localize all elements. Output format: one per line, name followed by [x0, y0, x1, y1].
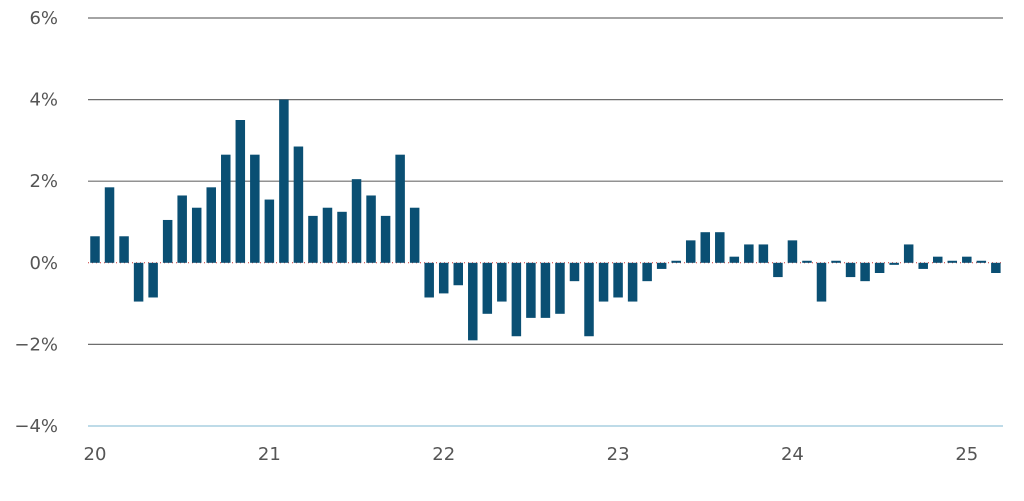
bar — [366, 195, 376, 263]
bar — [206, 187, 216, 263]
bar — [191, 207, 202, 263]
bar — [613, 262, 623, 298]
bar — [787, 240, 798, 263]
bar — [351, 179, 362, 263]
bar — [947, 260, 958, 263]
bar — [991, 262, 1001, 273]
y-tick-label: 4% — [29, 90, 58, 111]
bar — [453, 262, 463, 286]
bar — [656, 262, 667, 269]
x-axis-ticks: 20 21 22 23 24 25 — [84, 444, 979, 465]
x-tick-label: 25 — [955, 444, 978, 465]
bar — [511, 262, 522, 337]
bar — [250, 154, 260, 263]
y-tick-label: −4% — [14, 416, 58, 437]
bar — [569, 262, 580, 282]
bar — [758, 244, 769, 263]
bar — [715, 232, 725, 263]
bar — [395, 154, 405, 263]
bar — [90, 236, 100, 263]
x-tick-label: 23 — [607, 444, 630, 465]
x-tick-label: 24 — [781, 444, 804, 465]
bar — [729, 256, 740, 263]
bars — [90, 99, 1001, 341]
bar — [831, 260, 841, 263]
bar — [308, 215, 318, 263]
y-tick-label: 0% — [29, 253, 58, 274]
bar — [598, 262, 609, 302]
y-tick-label: −2% — [14, 334, 58, 355]
bar — [526, 262, 536, 318]
bar — [642, 262, 652, 282]
bar — [889, 262, 899, 265]
bar — [293, 146, 304, 263]
bar — [119, 236, 129, 263]
bar — [976, 260, 987, 263]
bar — [133, 262, 144, 302]
bar — [962, 256, 972, 263]
bar — [584, 262, 594, 337]
bar — [932, 256, 943, 263]
bar — [685, 240, 696, 263]
bar — [555, 262, 565, 314]
x-tick-label: 22 — [432, 444, 455, 465]
bar — [104, 187, 115, 263]
bar — [235, 120, 246, 263]
bar — [438, 262, 449, 294]
bar — [424, 262, 434, 298]
bar — [816, 262, 827, 302]
bar — [903, 244, 914, 263]
bar — [744, 244, 754, 263]
y-tick-label: 6% — [29, 8, 58, 29]
bar — [802, 260, 812, 263]
bar — [700, 232, 711, 263]
bar — [380, 215, 391, 263]
bar — [918, 262, 928, 269]
y-tick-label: 2% — [29, 171, 58, 192]
bar — [264, 199, 275, 263]
x-tick-label: 20 — [84, 444, 107, 465]
bar — [860, 262, 870, 282]
bar — [845, 262, 856, 278]
bar — [671, 260, 681, 263]
bar — [162, 219, 173, 263]
bar — [177, 195, 187, 263]
bar — [221, 154, 231, 263]
bar — [468, 262, 478, 341]
bar — [279, 99, 289, 263]
bar — [409, 207, 420, 263]
bar — [482, 262, 493, 314]
bar — [874, 262, 885, 273]
bar — [773, 262, 783, 278]
bar — [322, 207, 333, 263]
bar — [497, 262, 507, 302]
bar — [627, 262, 638, 302]
bar — [148, 262, 158, 298]
bar — [540, 262, 551, 318]
y-axis-ticks: 6% 4% 2% 0% −2% −4% — [14, 8, 58, 437]
x-tick-label: 21 — [258, 444, 281, 465]
bar — [337, 211, 347, 263]
